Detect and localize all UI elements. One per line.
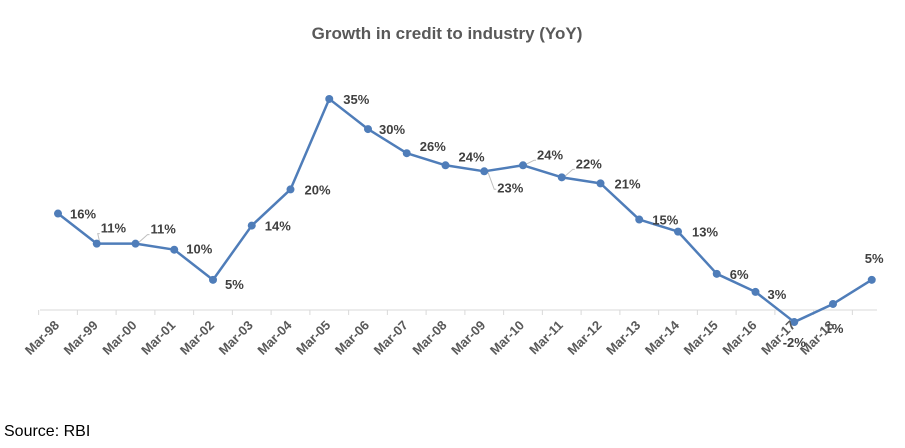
data-label: 24%: [537, 147, 563, 162]
x-tick-label: Mar-03: [216, 318, 256, 358]
data-label: 35%: [343, 92, 369, 107]
x-tick-label: Mar-15: [681, 318, 721, 358]
data-point: [92, 239, 101, 248]
data-label: 14%: [265, 219, 291, 234]
data-point: [751, 287, 760, 296]
data-label: 13%: [692, 225, 718, 240]
data-label: 16%: [70, 207, 96, 222]
data-point: [170, 245, 179, 254]
data-point: [402, 149, 411, 158]
x-tick-label: Mar-04: [254, 317, 295, 358]
x-tick-label: Mar-09: [448, 318, 488, 358]
data-point: [596, 179, 605, 188]
data-label: 5%: [865, 251, 884, 266]
x-tick-label: Mar-12: [564, 318, 604, 358]
data-label: 21%: [615, 176, 641, 191]
data-label: 11%: [151, 222, 177, 237]
data-point: [790, 318, 799, 327]
data-labels: 16% 11% 11% 10% 5% 14% 20% 35% 30% 26% 24% 23% 24% 22…: [70, 92, 884, 350]
x-tick-label: Mar-14: [642, 317, 683, 358]
x-tick-label: Mar-06: [332, 318, 372, 358]
data-point: [519, 161, 527, 170]
x-tick-label: Mar-08: [409, 318, 449, 358]
data-point: [247, 221, 256, 230]
data-label: 3%: [768, 287, 787, 302]
data-point: [325, 94, 334, 103]
x-tick-label: Mar-11: [526, 318, 566, 358]
x-tick-labels: Mar-98Mar-99Mar-00Mar-01Mar-02Mar-03Mar-…: [22, 317, 837, 358]
data-point: [364, 125, 372, 134]
data-label: 11%: [101, 221, 127, 236]
data-label: -2%: [783, 335, 807, 350]
source-note: Source: RBI: [4, 423, 91, 440]
data-point: [441, 161, 450, 170]
data-point: [131, 239, 140, 248]
data-point: [829, 299, 837, 308]
data-label: 23%: [497, 180, 523, 195]
leader-line: [138, 234, 150, 244]
x-tick-label: Mar-99: [61, 318, 101, 358]
data-label: 24%: [459, 149, 485, 164]
leader-lines: [97, 159, 575, 244]
x-tick-label: Mar-02: [177, 318, 217, 358]
data-point: [712, 269, 721, 278]
data-label: 22%: [576, 156, 602, 171]
data-label: 30%: [379, 122, 405, 137]
data-point: [480, 167, 489, 176]
data-label: 6%: [730, 267, 749, 282]
x-tick-label: Mar-16: [719, 318, 759, 358]
leader-line: [564, 168, 575, 177]
x-tick-label: Mar-13: [603, 318, 643, 358]
data-point: [54, 209, 62, 218]
data-point: [557, 173, 566, 182]
x-axis: [38, 309, 877, 315]
data-point: [867, 275, 876, 284]
x-tick-label: Mar-01: [138, 318, 178, 358]
series-line: [57, 97, 873, 324]
data-points: [54, 94, 876, 327]
data-point: [209, 275, 217, 284]
data-label: 26%: [420, 139, 446, 154]
data-label: 15%: [652, 213, 678, 228]
chart-title: Growth in credit to industry (YoY): [312, 24, 583, 43]
data-label: 5%: [225, 277, 244, 292]
series-line-group: [57, 97, 873, 324]
x-tick-label: Mar-07: [371, 318, 411, 358]
x-tick-label: Mar-10: [487, 318, 527, 358]
data-label: 1%: [825, 321, 844, 336]
data-label: 10%: [186, 242, 212, 257]
x-tick-label: Mar-00: [99, 318, 139, 358]
leader-line: [525, 159, 536, 165]
x-tick-label: Mar-98: [22, 318, 62, 358]
data-point: [286, 185, 295, 194]
x-tick-label: Mar-05: [293, 318, 333, 358]
data-label: 20%: [305, 182, 331, 197]
leader-line: [97, 233, 101, 243]
data-point: [674, 227, 682, 236]
data-point: [635, 215, 644, 224]
leader-line: [486, 170, 497, 190]
